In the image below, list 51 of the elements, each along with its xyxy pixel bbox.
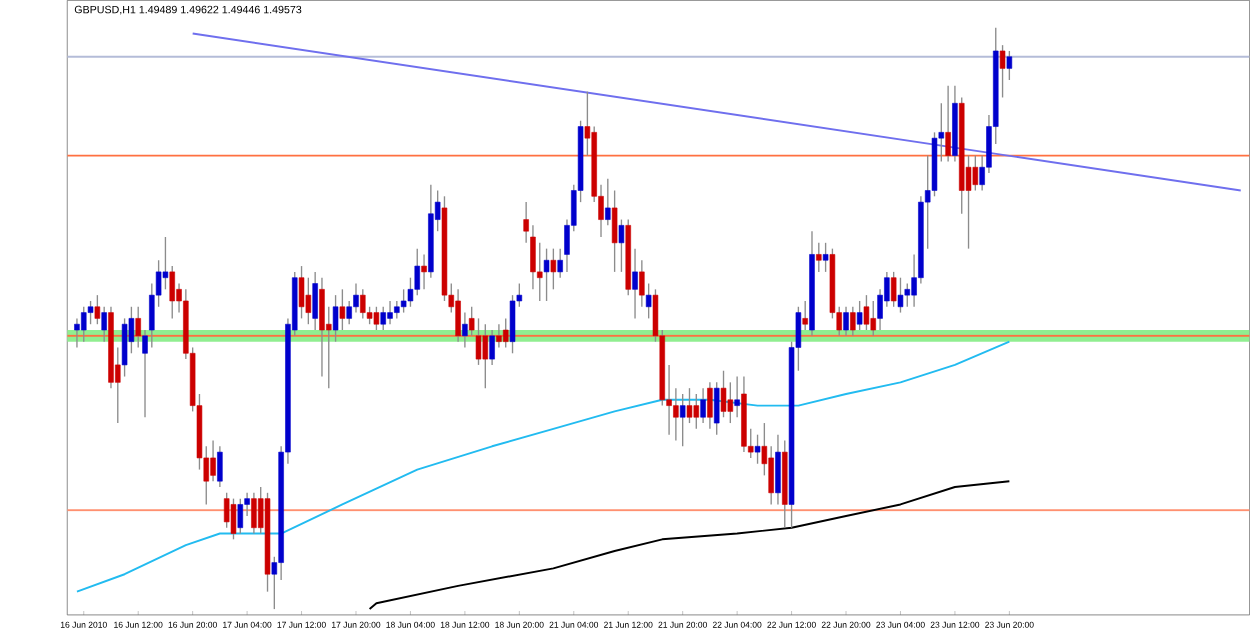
candlestick (802, 300, 808, 331)
candlestick (734, 375, 740, 418)
candlestick (1006, 50, 1013, 81)
candlestick (81, 305, 87, 343)
candlestick (897, 276, 904, 314)
candlestick (822, 242, 829, 273)
candlestick (686, 387, 693, 424)
candlestick (775, 433, 781, 505)
candlestick (890, 271, 897, 308)
candlestick (605, 178, 611, 226)
candlestick (74, 317, 80, 349)
candlestick (482, 323, 489, 389)
candlestick (904, 282, 911, 308)
candlestick (754, 433, 761, 465)
candlestick (999, 44, 1006, 99)
candlestick (298, 265, 305, 319)
candlestick (373, 305, 380, 331)
candlestick (611, 189, 618, 273)
candlestick (972, 154, 979, 192)
candlestick (217, 445, 223, 488)
candlestick (727, 381, 734, 424)
candlestick (679, 393, 686, 447)
candlestick (856, 300, 863, 331)
candlestick (693, 393, 700, 430)
candlestick (339, 288, 346, 331)
candlestick (550, 247, 557, 290)
candlestick (462, 311, 468, 349)
candlestick (618, 218, 625, 273)
candlestick (380, 305, 386, 331)
candlestick (230, 497, 237, 540)
candlestick (210, 439, 216, 482)
candlestick (502, 317, 509, 349)
candlestick (455, 288, 461, 343)
candlestick (863, 294, 870, 331)
candlestick (843, 305, 849, 337)
candlestick (421, 253, 427, 290)
candlestick (496, 323, 502, 349)
candlestick (945, 85, 951, 162)
candlestick (543, 247, 550, 302)
candlestick (489, 329, 495, 366)
candlestick (816, 242, 822, 273)
candlestick (360, 288, 366, 319)
candlestick (850, 305, 856, 337)
candlestick (632, 247, 638, 319)
candlestick (387, 300, 393, 325)
candlestick (237, 497, 244, 535)
candlestick (700, 387, 706, 424)
candlestick (162, 236, 169, 290)
candlestick (707, 381, 713, 430)
candlestick (720, 369, 727, 418)
candlestick (251, 492, 257, 535)
